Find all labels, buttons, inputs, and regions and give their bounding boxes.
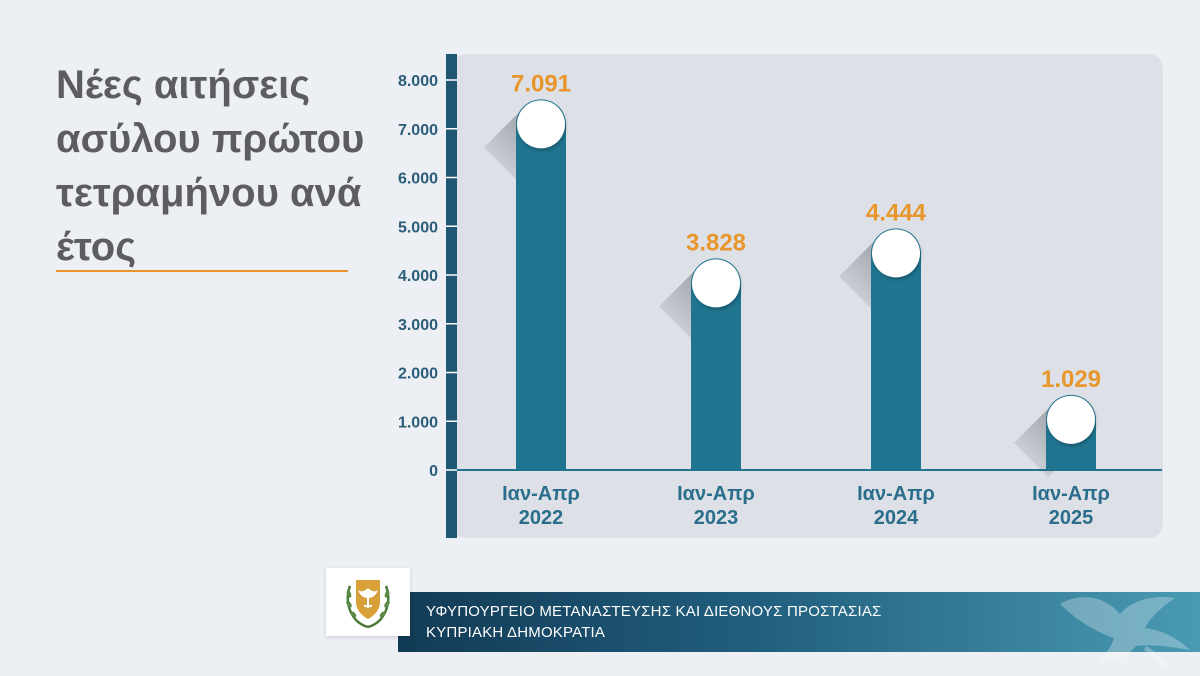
y-tick-label: 7.000 (398, 122, 438, 139)
y-tick-label: 6.000 (398, 171, 438, 188)
value-label: 3.828 (686, 229, 746, 256)
y-axis-ticks: 0 1.000 2.000 3.000 4.000 5.000 6.000 7.000 8.00… (398, 73, 457, 480)
category-label-year: 2025 (1049, 507, 1094, 529)
dove-icon (1060, 596, 1190, 666)
category-label-year: 2024 (874, 507, 919, 529)
bar-knob (517, 100, 565, 149)
category-label-year: 2023 (694, 507, 739, 529)
bar-knob (1047, 395, 1095, 444)
country-name: ΚΥΠΡΙΑΚΗ ΔΗΜΟΚΡΑΤΙΑ (426, 624, 606, 641)
bar-knob (872, 229, 920, 278)
y-tick-label: 2.000 (398, 366, 438, 383)
y-tick-label: 8.000 (398, 73, 438, 90)
y-tick-label: 1.000 (398, 414, 438, 431)
title-underline (56, 270, 348, 272)
bar-group: 3.828 (659, 229, 746, 470)
cyprus-coat-of-arms-icon (346, 580, 390, 629)
bar-chart: 0 1.000 2.000 3.000 4.000 5.000 6.000 7.000 8.00… (398, 54, 1163, 538)
y-tick-label: 3.000 (398, 317, 438, 334)
x-axis-labels: Ιαν-Απρ2022Ιαν-Απρ2023Ιαν-Απρ2024Ιαν-Απρ… (502, 483, 1110, 529)
footer-text: ΥΦΥΠΟΥΡΓΕΙΟ ΜΕΤΑΝΑΣΤΕΥΣΗΣ ΚΑΙ ΔΙΕΘΝΟΥΣ Π… (426, 601, 882, 643)
chart-panel (452, 54, 1163, 538)
bars: 7.091 3.828 4.444 1.029 (484, 70, 1101, 477)
category-label-period: Ιαν-Απρ (1032, 483, 1110, 505)
ministry-name: ΥΦΥΠΟΥΡΓΕΙΟ ΜΕΤΑΝΑΣΤΕΥΣΗΣ ΚΑΙ ΔΙΕΘΝΟΥΣ Π… (426, 603, 882, 620)
category-label-year: 2022 (519, 507, 564, 529)
value-label: 1.029 (1041, 366, 1101, 393)
bar-group: 4.444 (839, 199, 927, 470)
footer: ΥΦΥΠΟΥΡΓΕΙΟ ΜΕΤΑΝΑΣΤΕΥΣΗΣ ΚΑΙ ΔΙΕΘΝΟΥΣ Π… (0, 568, 1200, 676)
bar-knob (692, 259, 740, 308)
category-label-period: Ιαν-Απρ (857, 483, 935, 505)
value-label: 4.444 (866, 199, 927, 226)
y-tick-label: 5.000 (398, 219, 438, 236)
bar (871, 228, 921, 470)
emblem-box (326, 568, 410, 636)
y-tick-label: 4.000 (398, 268, 438, 285)
category-label-period: Ιαν-Απρ (502, 483, 580, 505)
y-axis-bar (446, 54, 457, 538)
value-label: 7.091 (511, 70, 571, 97)
footer-band (398, 592, 1200, 652)
bar-group: 7.091 (484, 70, 571, 470)
category-label-period: Ιαν-Απρ (677, 483, 755, 505)
y-tick-label: 0 (429, 463, 438, 480)
bar (691, 258, 741, 470)
bar-group: 1.029 (1014, 366, 1101, 477)
chart-title: Νέες αιτήσεις ασύλου πρώτου τετραμήνου α… (56, 63, 365, 269)
bar (516, 99, 566, 470)
